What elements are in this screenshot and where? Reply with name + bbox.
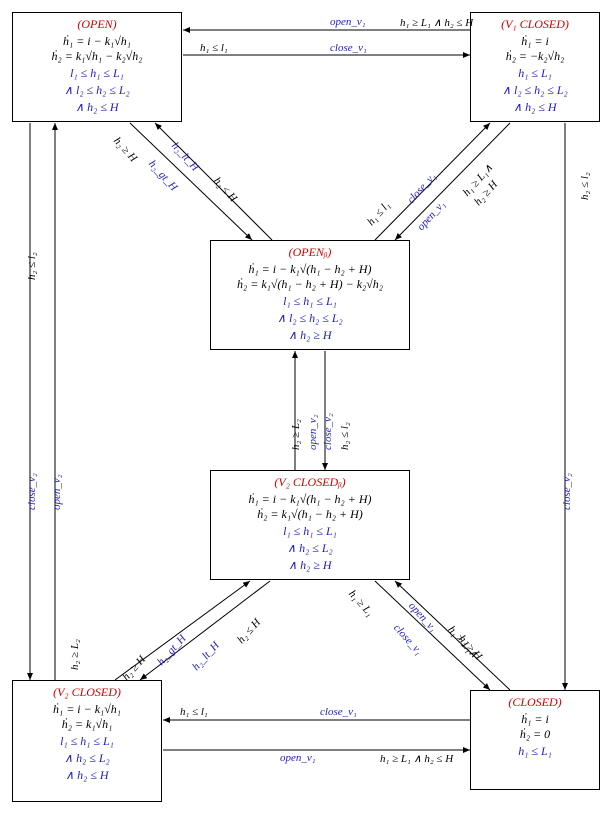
edge-guard: h₁ ≥ L₁ ∧ h₂ ≤ H bbox=[400, 16, 473, 29]
node-inv: ∧ h₂ ≤ H bbox=[19, 100, 175, 115]
edge-guard: h₂ ≤ l₂ bbox=[26, 252, 38, 280]
node-inv: h₁ ≤ L₁ bbox=[477, 66, 593, 81]
edge-label: close_v₂ bbox=[26, 473, 38, 510]
edge-label: close_v₂ bbox=[322, 413, 334, 450]
node-title: (OPEN) bbox=[19, 17, 175, 32]
node-inv: ∧ h₂ ≥ H bbox=[217, 328, 403, 343]
edge-guard: h₂ ≤ H bbox=[235, 617, 263, 646]
edge-guard: h₂ ≤ l₂ bbox=[339, 422, 351, 450]
node-title: (V₂ CLOSED) bbox=[19, 685, 155, 700]
node-dyn: ḣ₂ = 0 bbox=[477, 727, 593, 742]
node-open: (OPEN) ḣ₁ = i − k₁√h₁ ḣ₂ = k₁√h₁ − k₂√h₂… bbox=[12, 12, 182, 122]
edge-label: open_v₂ bbox=[307, 414, 319, 450]
node-inv: ∧ h₂ ≤ L₂ bbox=[217, 541, 403, 556]
node-inv: ∧ h₂ ≤ L₂ bbox=[19, 751, 155, 766]
edge-guard: h₂ ≤ l₂ bbox=[579, 172, 591, 200]
node-inv: ∧ l₂ ≤ h₂ ≤ L₂ bbox=[217, 311, 403, 326]
node-inv: l₁ ≤ h₁ ≤ L₁ bbox=[217, 524, 403, 539]
node-dyn: ḣ₁ = i bbox=[477, 34, 593, 49]
node-dyn: ḣ₁ = i − k₁√(h₁ − h₂ + H) bbox=[217, 492, 403, 507]
edge-label: h₂_lt_H bbox=[190, 639, 222, 673]
node-inv: l₁ ≤ h₁ ≤ L₁ bbox=[19, 734, 155, 749]
node-dyn: ḣ₂ = k₁√h₁ − k₂√h₂ bbox=[19, 49, 175, 64]
edge-guard: h₁ ≥ L₁ ∧ h₂ ≤ H bbox=[380, 752, 453, 765]
edge-label: close_v₁ bbox=[330, 42, 367, 54]
edge-label: open_v₁ bbox=[280, 752, 316, 764]
node-dyn: ḣ₁ = i − k₁√h₁ bbox=[19, 34, 175, 49]
node-dyn: ḣ₁ = i − k₁√h₁ bbox=[19, 702, 155, 717]
edge-guard: h₁ ≤ l₁ bbox=[200, 42, 228, 54]
edge-label: close_v₁ bbox=[320, 706, 357, 718]
node-inv: ∧ l₂ ≤ h₂ ≤ L₂ bbox=[477, 83, 593, 98]
edge-guard: h₂ ≥ H bbox=[111, 135, 139, 164]
node-open-b: (OPENᵦ) ḣ₁ = i − k₁√(h₁ − h₂ + H) ḣ₂ = k… bbox=[210, 240, 410, 350]
node-inv: h₁ ≤ L₁ bbox=[477, 744, 593, 759]
node-inv: l₁ ≤ h₁ ≤ L₁ bbox=[217, 294, 403, 309]
node-inv: ∧ l₂ ≤ h₂ ≤ L₂ bbox=[19, 83, 175, 98]
edge-guard: h₁ ≥ L₁ bbox=[346, 588, 376, 619]
node-inv: ∧ h₂ ≥ H bbox=[217, 558, 403, 573]
node-closed: (CLOSED) ḣ₁ = i ḣ₂ = 0 h₁ ≤ L₁ bbox=[470, 690, 600, 790]
node-title: (OPENᵦ) bbox=[217, 245, 403, 260]
node-inv: l₁ ≤ h₁ ≤ L₁ bbox=[19, 66, 175, 81]
node-dyn: ḣ₂ = k₁√(h₁ − h₂ + H) bbox=[217, 507, 403, 522]
edge-label: open_v₂ bbox=[51, 474, 63, 510]
edge-label: close_v₁ bbox=[405, 171, 439, 206]
node-v2-closed-b: (V₂ CLOSEDᵦ) ḣ₁ = i − k₁√(h₁ − h₂ + H) ḣ… bbox=[210, 470, 410, 580]
edge-label: h₂_lt_H bbox=[169, 140, 201, 174]
node-title: (V₂ CLOSEDᵦ) bbox=[217, 475, 403, 490]
node-v1-closed: (V₁ CLOSED) ḣ₁ = i ḣ₂ = −k₂√h₂ h₁ ≤ L₁ ∧… bbox=[470, 12, 600, 122]
node-dyn: ḣ₂ = k₁√h₁ bbox=[19, 717, 155, 732]
edge-guard: h₂ ≥ H bbox=[120, 654, 148, 683]
node-v2-closed: (V₂ CLOSED) ḣ₁ = i − k₁√h₁ ḣ₂ = k₁√h₁ l₁… bbox=[12, 680, 162, 802]
edge-label: open_v₁ bbox=[406, 600, 439, 634]
node-dyn: ḣ₁ = i − k₁√(h₁ − h₂ + H) bbox=[217, 262, 403, 277]
edge-label: h₂_gt_H bbox=[146, 158, 180, 193]
edge-guard: h₁ ≤ l₁ bbox=[365, 199, 392, 228]
edge-guard: h₂ ≥ L₂ bbox=[69, 639, 81, 670]
edge-guard: h₂ ≥ L₂ bbox=[290, 419, 302, 450]
edge-label: close_v₁ bbox=[391, 622, 425, 657]
node-title: (CLOSED) bbox=[477, 695, 593, 710]
edge-guard: h₂ ≤ H bbox=[211, 175, 239, 204]
automaton-diagram: (OPEN) ḣ₁ = i − k₁√h₁ ḣ₂ = k₁√h₁ − k₂√h₂… bbox=[0, 0, 612, 814]
node-dyn: ḣ₂ = −k₂√h₂ bbox=[477, 49, 593, 64]
edge-label: open_v₁ bbox=[415, 199, 448, 233]
node-dyn: ḣ₁ = i bbox=[477, 712, 593, 727]
node-title: (V₁ CLOSED) bbox=[477, 17, 593, 32]
node-inv: ∧ h₂ ≤ H bbox=[19, 768, 155, 783]
node-dyn: ḣ₂ = k₁√(h₁ − h₂ + H) − k₂√h₂ bbox=[217, 277, 403, 292]
edge-label: h₂_gt_H bbox=[155, 633, 189, 668]
edge-guard: h₁ ≤ l₁ bbox=[180, 706, 208, 718]
edge-label: open_v₁ bbox=[330, 16, 366, 28]
edge-label: close_v₂ bbox=[561, 473, 573, 510]
node-inv: ∧ h₂ ≤ H bbox=[477, 100, 593, 115]
